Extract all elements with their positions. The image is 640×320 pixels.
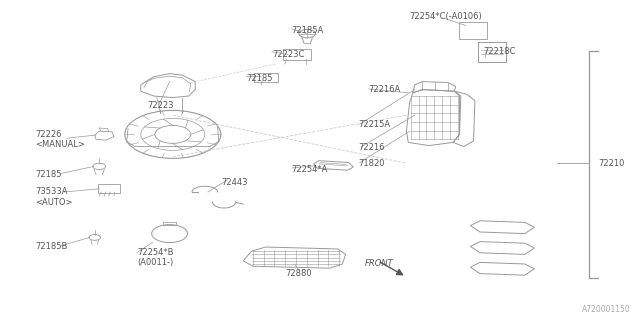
Text: 73533A
<AUTO>: 73533A <AUTO> <box>35 187 73 206</box>
Text: 72254*C(-A0106): 72254*C(-A0106) <box>410 12 483 20</box>
Text: 71820: 71820 <box>358 159 385 168</box>
Text: 72443: 72443 <box>221 178 247 187</box>
Text: 72216: 72216 <box>358 143 385 152</box>
Text: 72185: 72185 <box>35 170 61 179</box>
Text: 72226
<MANUAL>: 72226 <MANUAL> <box>35 130 85 149</box>
Text: 72880: 72880 <box>285 269 312 278</box>
Text: 72218C: 72218C <box>483 47 516 56</box>
Text: 72223: 72223 <box>147 101 173 110</box>
Text: 72223C: 72223C <box>272 50 305 59</box>
Text: 72254*B
(A0011-): 72254*B (A0011-) <box>138 248 174 267</box>
Text: 72210: 72210 <box>598 159 625 168</box>
Text: 72185A: 72185A <box>291 26 323 35</box>
Text: FRONT: FRONT <box>365 260 394 268</box>
Text: 72216A: 72216A <box>368 85 400 94</box>
Text: 72215A: 72215A <box>358 120 390 129</box>
Text: 72185B: 72185B <box>35 242 68 251</box>
Text: A720001150: A720001150 <box>582 305 630 314</box>
Text: 72254*A: 72254*A <box>291 165 328 174</box>
Text: 72185: 72185 <box>246 74 273 83</box>
